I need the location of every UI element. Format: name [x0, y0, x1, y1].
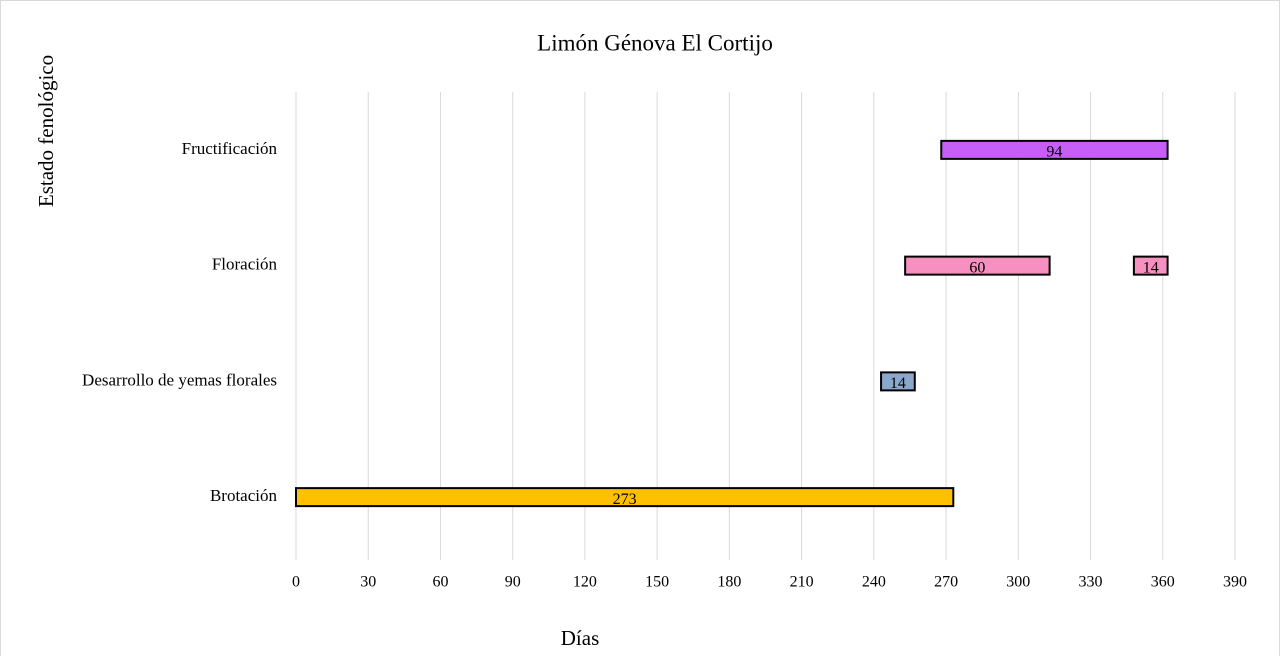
x-tick-label: 210	[790, 574, 814, 591]
data-label: 273	[613, 491, 637, 508]
bar	[1132, 255, 1169, 276]
x-tick-label: 120	[573, 574, 597, 591]
x-tick-label: 330	[1079, 574, 1103, 591]
x-tick-label: 390	[1223, 574, 1247, 591]
chart-title: Limón Génova El Cortijo	[537, 30, 773, 55]
bar	[904, 255, 1051, 276]
y-axis-title: Estado fenológico	[34, 55, 58, 207]
data-label: 14	[890, 375, 906, 392]
x-tick-label: 150	[645, 574, 669, 591]
x-tick-label: 240	[862, 574, 886, 591]
bar	[295, 487, 955, 508]
x-tick-label: 270	[934, 574, 958, 591]
x-tick-label: 90	[505, 574, 521, 591]
y-tick-label: Fructificación	[182, 139, 278, 158]
bar	[940, 139, 1169, 160]
x-tick-label: 300	[1006, 574, 1030, 591]
y-tick-label: Brotación	[210, 486, 278, 505]
x-axis-title: Días	[561, 626, 600, 650]
x-tick-label: 0	[292, 574, 300, 591]
bar	[880, 371, 916, 392]
x-tick-label: 30	[360, 574, 376, 591]
data-label: 60	[969, 259, 985, 276]
x-tick-label: 180	[717, 574, 741, 591]
y-tick-label: Desarrollo de yemas florales	[82, 370, 277, 389]
data-label: 14	[1143, 259, 1159, 276]
data-label: 94	[1046, 144, 1062, 161]
x-tick-label: 360	[1151, 574, 1175, 591]
y-tick-label: Floración	[212, 255, 278, 274]
x-tick-label: 60	[432, 574, 448, 591]
